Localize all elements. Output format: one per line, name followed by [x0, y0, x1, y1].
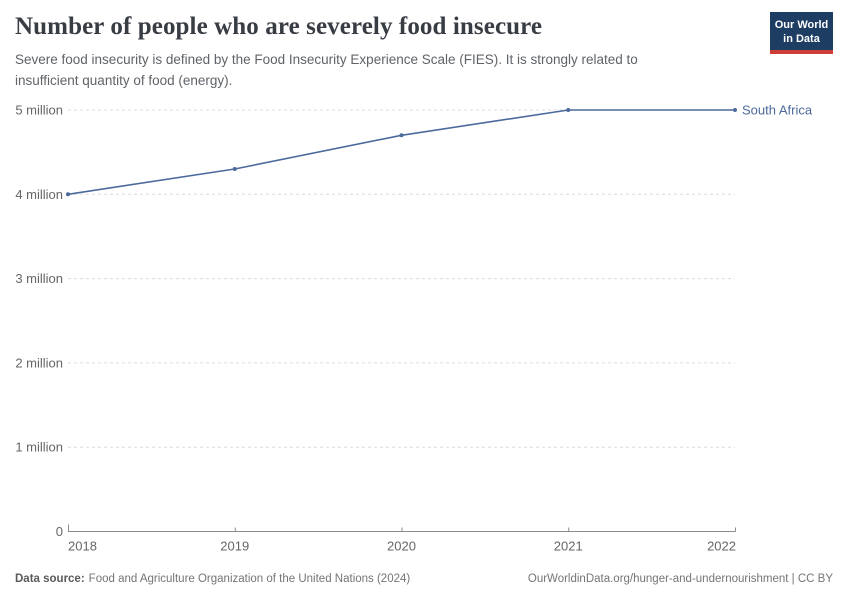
- y-axis-tick-label: 4 million: [15, 187, 63, 202]
- data-source-text: Food and Agriculture Organization of the…: [88, 573, 411, 586]
- y-axis-tick-label: 3 million: [15, 271, 63, 286]
- chart-subtitle: Severe food insecurity is defined by the…: [15, 51, 638, 88]
- chart-title: Number of people who are severely food i…: [15, 13, 543, 40]
- x-axis-year-label: 2022: [707, 539, 736, 554]
- series-entity-label: South Africa: [742, 103, 813, 118]
- data-point[interactable]: [232, 167, 237, 172]
- y-axis-tick-label: 1 million: [15, 440, 63, 455]
- x-axis-year-label: 2019: [220, 539, 249, 554]
- owid-logo-line2: in Data: [783, 33, 820, 46]
- series-line: [67, 109, 736, 196]
- owid-logo: Our World in Data: [770, 12, 833, 55]
- attribution: OurWorldinData.org/hunger-and-undernouri…: [527, 573, 833, 586]
- chart-header: Number of people who are severely food i…: [15, 13, 745, 92]
- owid-logo-line1: Our World: [774, 19, 829, 31]
- y-axis-tick-label: 5 million: [15, 103, 63, 118]
- chart-footer: Data source: Food and Agriculture Organiz…: [15, 572, 833, 587]
- data-source-label: Data source:: [15, 573, 85, 586]
- y-axis-tick-label: 2 million: [15, 355, 63, 370]
- x-axis-year-label: 2018: [68, 539, 97, 554]
- x-axis-year-label: 2021: [554, 539, 583, 554]
- data-point[interactable]: [66, 192, 70, 197]
- line-chart: 0 1 million 2 million 3 million 4 million 5 m…: [15, 103, 813, 554]
- data-point[interactable]: [566, 108, 571, 112]
- data-point[interactable]: [399, 133, 404, 138]
- x-axis-year-label: 2020: [387, 539, 416, 554]
- y-axis-tick-label: 0: [56, 524, 63, 539]
- data-source: Data source: Food and Agriculture Organiz…: [15, 572, 410, 587]
- data-point[interactable]: [733, 108, 737, 112]
